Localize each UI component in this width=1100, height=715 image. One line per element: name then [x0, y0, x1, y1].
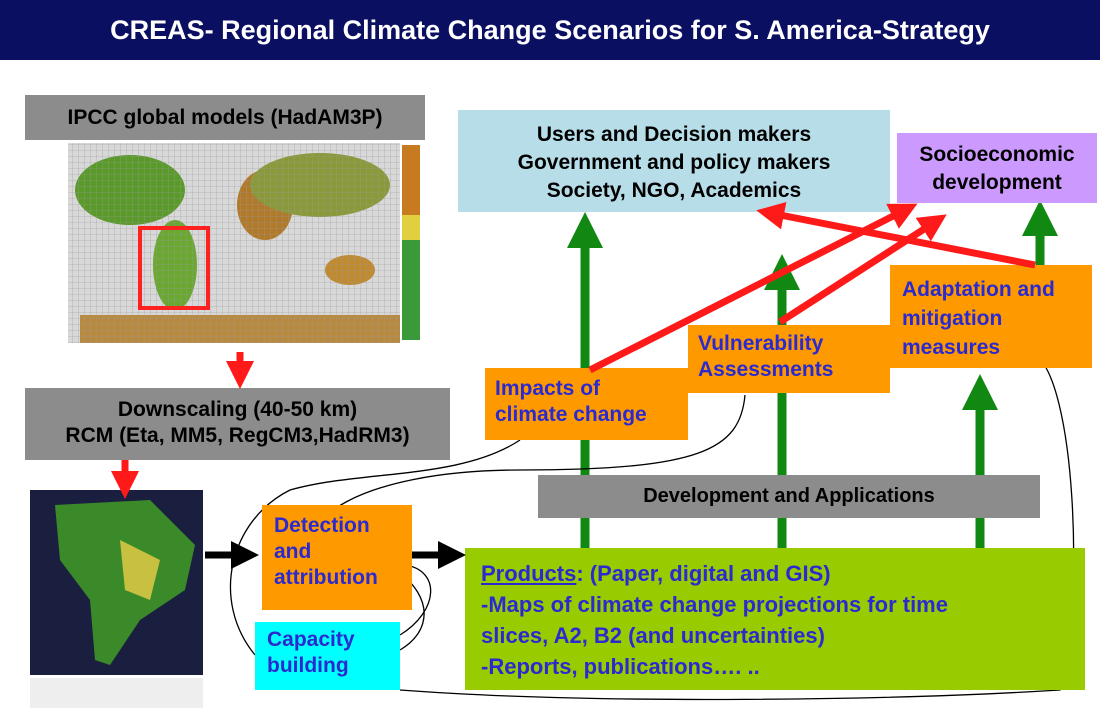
socioeconomic-line: Socioeconomic	[919, 143, 1075, 166]
adaptation-box: Adaptation and mitigation measures	[890, 265, 1092, 368]
detection-box: Detection and attribution	[262, 505, 412, 610]
vulnerability-line: Vulnerability	[698, 332, 824, 355]
impacts-line: climate change	[495, 403, 647, 426]
products-line: slices, A2, B2 (and uncertainties)	[481, 623, 825, 648]
impacts-box: Impacts of climate change	[485, 368, 688, 440]
downscaling-box: Downscaling (40-50 km) RCM (Eta, MM5, Re…	[25, 388, 450, 460]
products-heading-rest: : (Paper, digital and GIS)	[576, 561, 831, 586]
socioeconomic-box: Socioeconomic development	[897, 133, 1097, 203]
detection-line: and	[274, 540, 312, 563]
detection-line: Detection	[274, 514, 370, 537]
south-america-map	[30, 490, 203, 708]
world-map	[68, 143, 420, 343]
adaptation-line: mitigation	[902, 307, 1003, 330]
products-line: -Maps of climate change projections for …	[481, 592, 948, 617]
users-line: Society, NGO, Academics	[546, 179, 802, 202]
users-box: Users and Decision makers Government and…	[458, 110, 890, 212]
products-box: Products: (Paper, digital and GIS) -Maps…	[465, 548, 1085, 690]
users-line: Users and Decision makers	[536, 123, 812, 146]
title-bar: CREAS- Regional Climate Change Scenarios…	[0, 0, 1100, 60]
vulnerability-line: Assessments	[698, 358, 834, 381]
development-box: Development and Applications	[538, 475, 1040, 518]
socioeconomic-line: development	[932, 171, 1062, 194]
adaptation-line: Adaptation and	[902, 278, 1055, 301]
vulnerability-box: Vulnerability Assessments	[688, 325, 890, 393]
development-label: Development and Applications	[643, 485, 935, 507]
products-line: -Reports, publications…. ..	[481, 654, 760, 679]
title: CREAS- Regional Climate Change Scenarios…	[110, 15, 990, 45]
global-models-label: IPCC global models (HadAM3P)	[67, 106, 383, 129]
downscaling-line: Downscaling (40-50 km)	[117, 398, 358, 421]
impacts-line: Impacts of	[495, 377, 601, 400]
capacity-box: Capacity building	[255, 622, 400, 690]
downscaling-line: RCM (Eta, MM5, RegCM3,HadRM3)	[65, 424, 410, 447]
global-models-box: IPCC global models (HadAM3P)	[25, 95, 425, 140]
capacity-line: Capacity	[267, 628, 355, 651]
products-heading: Products	[481, 561, 577, 586]
capacity-line: building	[267, 654, 349, 677]
connector-curves	[229, 354, 1075, 701]
users-line: Government and policy makers	[517, 151, 831, 174]
adaptation-line: measures	[902, 336, 1001, 359]
detection-line: attribution	[274, 566, 378, 589]
